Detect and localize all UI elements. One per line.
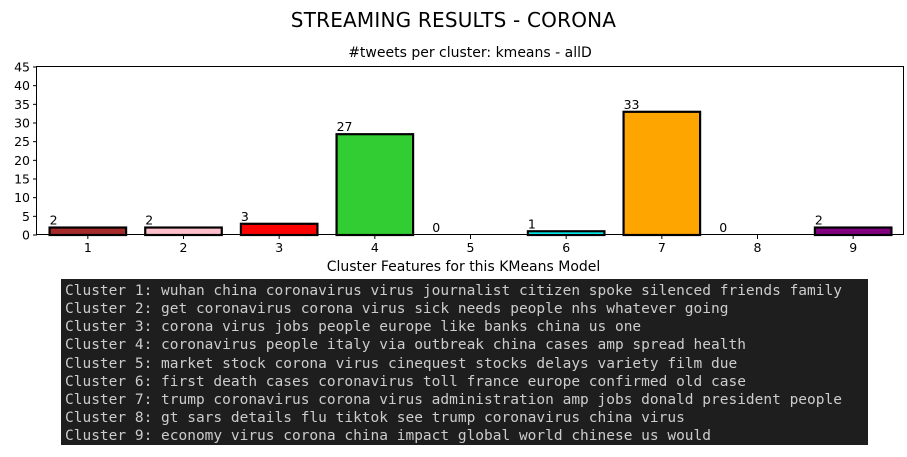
bar-value-label: 1: [528, 216, 536, 231]
x-tick-label: 8: [754, 240, 762, 255]
bar-cluster-3: [239, 222, 319, 237]
cluster-feature-line: Cluster 9: economy virus corona china im…: [65, 428, 712, 445]
x-tick-label: 7: [658, 240, 666, 255]
x-tick-label: 3: [275, 240, 283, 255]
bar-cluster-4: [335, 133, 415, 237]
cluster-feature-line: Cluster 8: gt sars details flu tiktok se…: [65, 410, 685, 427]
cluster-feature-line: Cluster 6: first death cases coronavirus…: [65, 373, 746, 390]
bar-value-label: 27: [337, 119, 353, 134]
bar-value-label: 3: [241, 209, 249, 224]
chart-title: #tweets per cluster: kmeans - allD: [348, 45, 592, 61]
y-tick-label: 25: [14, 134, 30, 149]
y-tick-label: 5: [22, 209, 30, 224]
y-tick-label: 45: [14, 60, 30, 75]
y-tick-label: 40: [14, 78, 30, 93]
bar-value-label: 33: [624, 97, 640, 112]
bar-cluster-7: [622, 110, 702, 237]
x-tick-label: 9: [849, 240, 857, 255]
y-tick-label: 35: [14, 97, 30, 112]
bar-value-label: 2: [145, 213, 153, 228]
bar-value-label: 2: [50, 213, 58, 228]
x-tick-label: 6: [562, 240, 570, 255]
plot-frame: [36, 66, 904, 235]
cluster-feature-line: Cluster 2: get coronavirus corona virus …: [65, 301, 729, 318]
y-tick-label: 20: [14, 153, 30, 168]
y-tick-label: 30: [14, 116, 30, 131]
cluster-features-console: Cluster 1: wuhan china coronavirus virus…: [61, 279, 868, 445]
y-tick-label: 15: [14, 172, 30, 187]
bar-value-label: 0: [719, 220, 727, 235]
cluster-features-title: Cluster Features for this KMeans Model: [326, 259, 601, 275]
cluster-feature-line: Cluster 3: corona virus jobs people euro…: [65, 319, 642, 336]
cluster-feature-line: Cluster 1: wuhan china coronavirus virus…: [65, 283, 842, 299]
x-tick-label: 2: [180, 240, 188, 255]
x-tick-label: 4: [371, 240, 379, 255]
bar-cluster-1: [48, 226, 128, 237]
x-tick-label: 5: [467, 240, 475, 255]
cluster-feature-line: Cluster 4: coronavirus people italy via …: [65, 337, 746, 354]
y-tick-label: 0: [22, 228, 30, 243]
x-tick-label: 1: [84, 240, 92, 255]
bar-cluster-2: [144, 226, 223, 237]
bar-value-label: 0: [432, 220, 440, 235]
bar-value-label: 2: [815, 213, 823, 228]
cluster-feature-line: Cluster 5: market stock corona virus cin…: [65, 355, 738, 372]
cluster-feature-line: Cluster 7: trump coronavirus corona viru…: [65, 391, 842, 408]
y-tick-label: 10: [14, 190, 30, 205]
bar-cluster-9: [813, 226, 893, 237]
page-title: STREAMING RESULTS - CORONA: [290, 8, 617, 32]
bar-chart: #tweets per cluster: kmeans - allD 05101…: [14, 45, 904, 255]
